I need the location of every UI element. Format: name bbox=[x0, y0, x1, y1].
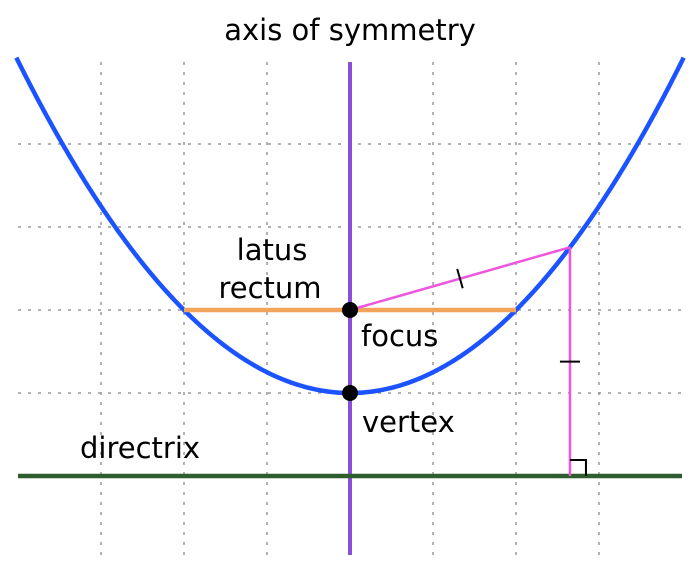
equal-length-tick-focus bbox=[456, 268, 464, 289]
directrix-label: directrix bbox=[80, 431, 200, 465]
right-angle-marker bbox=[569, 459, 587, 476]
latus-rectum-label-line2: rectum bbox=[218, 271, 321, 305]
latus-rectum-label-line1: latus bbox=[237, 233, 308, 267]
focus-label: focus bbox=[361, 319, 438, 353]
vertex-point bbox=[342, 385, 358, 401]
axis-of-symmetry-label: axis of symmetry bbox=[224, 13, 476, 47]
focus-point bbox=[342, 302, 358, 318]
vertex-label: vertex bbox=[362, 405, 455, 439]
